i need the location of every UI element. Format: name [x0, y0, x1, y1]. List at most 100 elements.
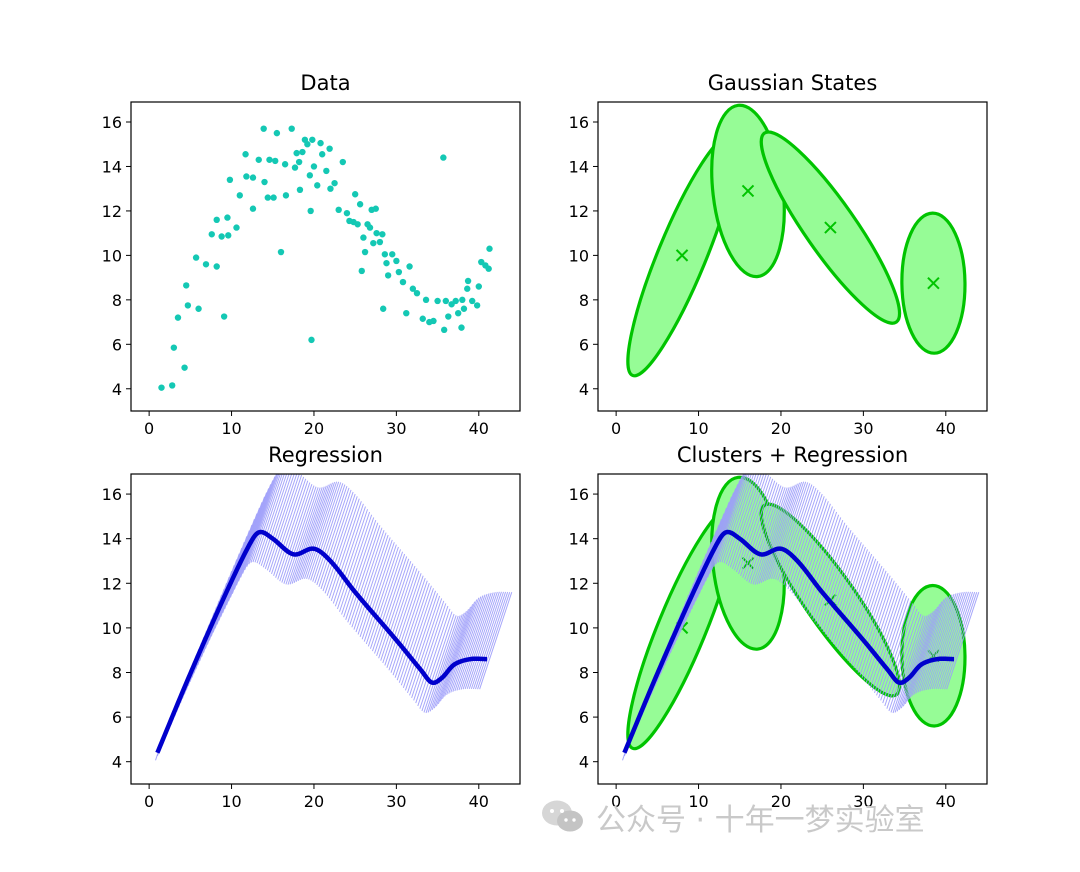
band-stroke: [372, 553, 406, 652]
data-point: [213, 263, 220, 270]
data-point: [458, 324, 465, 331]
band-stroke: [822, 534, 856, 633]
band-stroke: [836, 551, 871, 649]
band-stroke: [740, 478, 774, 576]
band-stroke: [374, 556, 408, 654]
x-tick-label: 30: [853, 419, 873, 438]
chart-title: Clusters + Regression: [677, 443, 908, 467]
band-stroke: [268, 474, 303, 573]
band-stroke: [376, 558, 410, 657]
band-stroke: [746, 483, 780, 582]
band-stroke: [301, 481, 336, 580]
band-stroke: [349, 527, 383, 625]
band-stroke: [417, 608, 451, 707]
band-stroke: [429, 614, 463, 712]
band-stroke: [723, 474, 755, 564]
band-stroke: [898, 612, 932, 710]
band-stroke: [355, 534, 389, 633]
data-point: [243, 173, 250, 180]
band-stroke: [256, 474, 288, 564]
band-stroke: [326, 498, 360, 596]
chart-data: Data 0 10 20 30 40 4 6 8 10 12 14 16: [102, 71, 521, 438]
data-point: [360, 234, 367, 241]
y-tick-label: 16: [569, 485, 589, 504]
band-stroke: [402, 590, 436, 688]
band-stroke: [458, 592, 492, 691]
data-point: [225, 232, 232, 239]
data-point: [485, 265, 492, 272]
band-stroke: [404, 593, 439, 691]
band-stroke: [394, 580, 428, 678]
band-stroke: [711, 474, 745, 571]
band-stroke: [479, 592, 513, 690]
y-tick-label: 12: [569, 202, 589, 221]
y-tick-label: 16: [102, 485, 122, 504]
band-stroke: [764, 483, 798, 581]
chart-regr: Regression 0 10 20 30 40 4 6 8 10 12 14 16: [102, 443, 521, 811]
band-stroke: [818, 530, 852, 628]
y-tick-label: 8: [112, 663, 122, 682]
band-stroke: [799, 506, 833, 604]
y-tick-label: 8: [579, 291, 589, 310]
data-point: [419, 315, 426, 322]
band-stroke: [306, 481, 340, 579]
band-stroke: [291, 486, 325, 584]
axes-frame: [130, 101, 521, 412]
band-stroke: [855, 573, 889, 671]
band-stroke: [921, 593, 955, 692]
band-stroke: [944, 592, 978, 690]
band-stroke: [361, 542, 395, 640]
y-tick-label: 4: [579, 380, 589, 399]
band-stroke: [768, 481, 803, 580]
data-point: [309, 136, 316, 143]
band-stroke: [357, 537, 391, 635]
band-stroke: [413, 603, 447, 701]
x-tick-label: 40: [469, 792, 489, 811]
data-point: [181, 364, 188, 371]
y-tick-label: 12: [569, 574, 589, 593]
band-stroke: [830, 544, 864, 642]
band-stroke: [316, 487, 350, 586]
band-stroke: [392, 578, 426, 676]
data-point: [213, 216, 220, 224]
band-stroke: [299, 482, 333, 580]
x-tick-label: 10: [688, 792, 708, 811]
band-stroke: [240, 480, 274, 578]
band-stroke: [900, 611, 934, 709]
band-stroke: [332, 506, 366, 604]
band-stroke: [884, 608, 918, 707]
band-stroke: [832, 546, 866, 645]
plot-area-data: [158, 125, 493, 391]
data-point: [413, 289, 421, 297]
band-stroke: [828, 542, 862, 640]
x-tick-label: 30: [853, 792, 873, 811]
band-stroke: [341, 517, 375, 615]
band-stroke: [915, 596, 949, 694]
data-point: [295, 158, 303, 166]
band-stroke: [444, 599, 478, 697]
data-point: [296, 186, 304, 194]
band-stroke: [939, 591, 974, 690]
band-stroke: [880, 603, 914, 701]
band-stroke: [431, 612, 465, 710]
plot-area-regr: [155, 474, 513, 761]
data-point: [174, 314, 182, 321]
band-stroke: [923, 593, 957, 691]
y-tick-label: 12: [102, 202, 122, 221]
data-point: [272, 157, 279, 165]
band-stroke: [250, 474, 281, 563]
band-stroke: [824, 537, 858, 635]
data-point: [473, 302, 481, 309]
band-stroke: [423, 615, 457, 713]
data-point: [233, 224, 240, 231]
band-stroke: [409, 598, 443, 696]
data-point: [389, 251, 396, 258]
data-point: [460, 305, 468, 312]
band-stroke: [275, 480, 309, 578]
band-stroke: [353, 532, 387, 630]
band-stroke: [365, 546, 399, 645]
data-point: [406, 263, 413, 270]
regression-mean-line: [155, 529, 488, 754]
band-stroke: [264, 474, 298, 569]
x-tick-label: 20: [304, 419, 324, 438]
